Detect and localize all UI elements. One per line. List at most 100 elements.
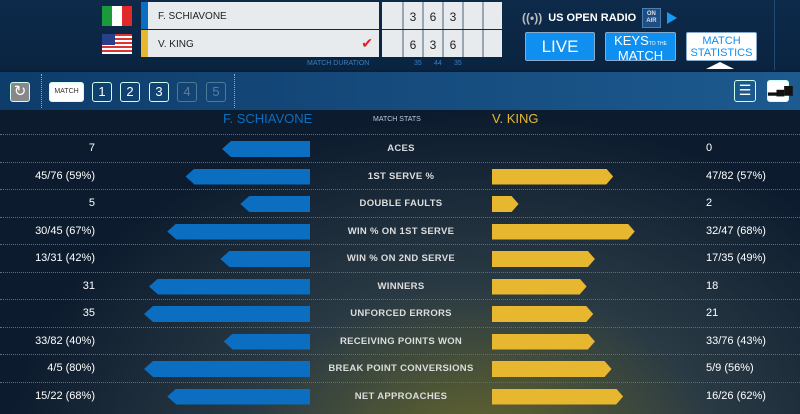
right-value: 18: [706, 279, 719, 292]
match-stats-panel: F. SCHIAVONE MATCH STATS V. KING 7 ACES …: [0, 110, 800, 414]
left-value: 45/76 (59%): [35, 169, 95, 182]
stat-label: UNFORCED ERRORS: [350, 308, 452, 319]
left-bar: [220, 251, 310, 267]
stat-label: 1ST SERVE %: [367, 170, 435, 182]
italy-flag-icon: [102, 6, 132, 26]
tab-set-3[interactable]: 3: [149, 82, 169, 102]
left-value: 31: [82, 279, 95, 292]
right-bar: [492, 334, 595, 350]
right-bar: [492, 361, 612, 377]
stat-label: ACES: [387, 143, 415, 154]
set-score: 3: [442, 2, 462, 29]
left-bar: [223, 333, 310, 350]
divider: [234, 74, 235, 108]
match-stats-header: MATCH STATS: [373, 116, 421, 123]
set-filter-bar: ↻ MATCH 1 2 3 4 5 ☰ ▂▄▆: [0, 72, 800, 110]
left-bar: [144, 306, 310, 322]
right-value: 47/82 (57%): [706, 169, 766, 182]
right-bar: [492, 251, 595, 267]
right-bar: [492, 196, 519, 212]
stat-row: 7 ACES 0: [0, 134, 800, 162]
right-value: 5/9 (56%): [706, 362, 754, 374]
radio-widget[interactable]: ((•)) US OPEN RADIO ON AIR: [522, 8, 677, 28]
left-value: 15/22 (68%): [35, 389, 95, 402]
left-player-header: F. SCHIAVONE: [223, 111, 313, 126]
set-score: 6: [402, 30, 422, 57]
left-value: 7: [88, 142, 95, 154]
tab-set-1[interactable]: 1: [92, 82, 112, 102]
chart-view-icon[interactable]: ▂▄▆: [767, 80, 793, 102]
right-bar: [492, 224, 635, 240]
tab-set-4: 4: [177, 82, 197, 102]
stat-label: WINNERS: [377, 280, 425, 292]
radio-antenna-icon: ((•)): [522, 11, 543, 25]
play-icon[interactable]: [666, 12, 677, 24]
player-2-name-text: V. KING: [158, 39, 194, 50]
active-tab-pointer: [706, 62, 734, 69]
set-duration: 44: [434, 60, 442, 67]
left-bar: [222, 141, 310, 157]
right-value: 16/26 (62%): [706, 389, 766, 402]
right-value: 32/47 (68%): [706, 224, 766, 237]
left-bar: [167, 388, 310, 405]
right-player-header: V. KING: [492, 111, 539, 126]
right-bar: [492, 306, 593, 322]
right-value: 33/76 (43%): [706, 334, 766, 347]
match-statistics-button[interactable]: MATCH STATISTICS: [686, 32, 757, 61]
set-score: 6: [422, 2, 442, 29]
refresh-icon[interactable]: ↻: [10, 82, 30, 102]
right-value: 2: [706, 197, 713, 209]
tab-set-5: 5: [206, 82, 226, 102]
stat-row: 31 WINNERS 18: [0, 271, 800, 300]
tab-set-2[interactable]: 2: [120, 82, 140, 102]
stat-row: 33/82 (40%) RECEIVING POINTS WON 33/76 (…: [0, 326, 800, 355]
divider: [41, 74, 42, 108]
left-value: 35: [82, 307, 95, 319]
left-bar: [144, 361, 310, 377]
stat-row: 4/5 (80%) BREAK POINT CONVERSIONS 5/9 (5…: [0, 354, 800, 382]
right-value: 0: [706, 142, 713, 154]
list-view-icon[interactable]: ☰: [734, 80, 756, 102]
left-value: 4/5 (80%): [47, 362, 95, 374]
right-bar: [492, 389, 623, 405]
keys-to-the-match-button[interactable]: KEYSTO THE MATCH: [605, 32, 676, 62]
stat-row: 15/22 (68%) NET APPROACHES 16/26 (62%): [0, 381, 800, 410]
player-1-name: F. SCHIAVONE: [141, 2, 379, 29]
left-value: 30/45 (67%): [35, 224, 95, 237]
live-button[interactable]: LIVE: [525, 32, 595, 61]
stat-label: DOUBLE FAULTS: [359, 198, 443, 209]
set-score: 3: [422, 30, 442, 57]
left-value: 5: [88, 197, 95, 209]
left-bar: [240, 196, 310, 212]
left-bar: [167, 223, 310, 240]
stat-row: 35 UNFORCED ERRORS 21: [0, 299, 800, 327]
left-bar: [185, 168, 310, 185]
right-value: 17/35 (49%): [706, 252, 766, 264]
right-bar: [492, 279, 587, 295]
left-bar: [148, 278, 310, 295]
winner-check-icon: ✔: [361, 35, 373, 51]
tab-match[interactable]: MATCH: [49, 82, 84, 102]
stat-row: 13/31 (42%) WIN % ON 2ND SERVE 17/35 (49…: [0, 244, 800, 272]
on-air-badge: ON AIR: [642, 8, 661, 28]
radio-label: US OPEN RADIO: [548, 12, 637, 24]
player-1-name-text: F. SCHIAVONE: [158, 11, 227, 22]
left-value: 33/82 (40%): [35, 334, 95, 347]
stat-label: RECEIVING POINTS WON: [339, 335, 463, 347]
match-duration-label: MATCH DURATION: [307, 60, 370, 67]
stat-row: 5 DOUBLE FAULTS 2: [0, 189, 800, 217]
set-duration: 35: [454, 60, 462, 67]
set-score: 3: [402, 2, 422, 29]
divider: [774, 0, 775, 70]
player-2-name: V. KING ✔: [141, 30, 379, 57]
stat-label: BREAK POINT CONVERSIONS: [328, 363, 474, 374]
stat-row: 30/45 (67%) WIN % ON 1ST SERVE 32/47 (68…: [0, 216, 800, 245]
stat-label: NET APPROACHES: [354, 390, 448, 402]
right-bar: [492, 169, 613, 185]
right-value: 21: [706, 307, 719, 319]
set-score: 6: [442, 30, 462, 57]
set-duration: 35: [414, 60, 422, 67]
